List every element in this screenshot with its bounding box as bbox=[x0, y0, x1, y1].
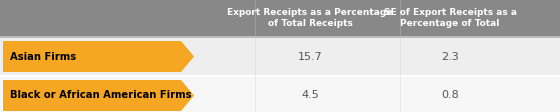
Bar bbox=[0, 0, 560, 36]
Text: Black or African American Firms: Black or African American Firms bbox=[10, 90, 192, 100]
Text: SE of Export Receipts as a
Percentage of Total: SE of Export Receipts as a Percentage of… bbox=[384, 8, 516, 28]
Text: 0.8: 0.8 bbox=[441, 90, 459, 100]
Text: 4.5: 4.5 bbox=[301, 90, 319, 100]
Polygon shape bbox=[3, 80, 194, 111]
Text: Export Receipts as a Percentage
of Total Receipts: Export Receipts as a Percentage of Total… bbox=[227, 8, 393, 28]
Text: 2.3: 2.3 bbox=[441, 52, 459, 61]
Bar bbox=[0, 75, 560, 77]
Bar bbox=[0, 38, 560, 75]
Bar bbox=[0, 36, 560, 38]
Polygon shape bbox=[3, 41, 194, 72]
Text: Asian Firms: Asian Firms bbox=[10, 52, 76, 61]
Bar bbox=[0, 77, 560, 112]
Text: 15.7: 15.7 bbox=[297, 52, 323, 61]
